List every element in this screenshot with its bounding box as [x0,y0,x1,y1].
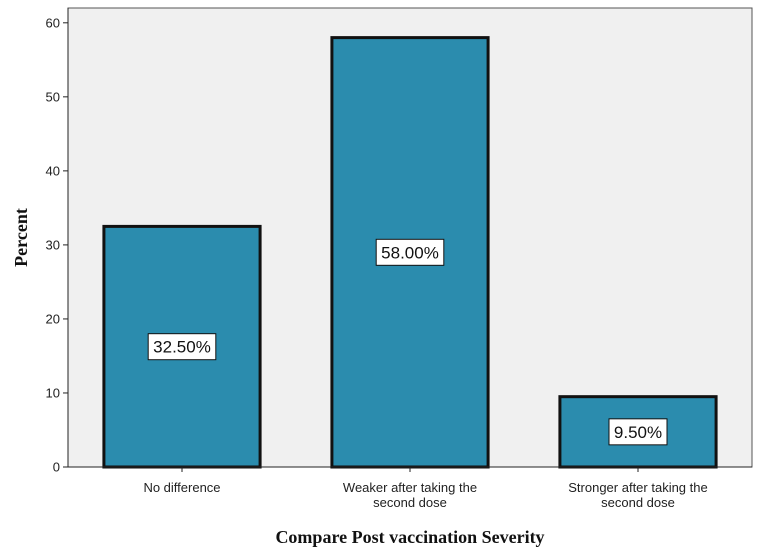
x-tick-label: Stronger after taking the [568,480,707,495]
y-tick-label: 50 [46,89,60,104]
x-tick-label: second dose [601,495,675,510]
y-tick-label: 10 [46,385,60,400]
x-axis-ticks: No difference Weaker after taking theseco… [143,467,708,510]
y-tick-label: 0 [53,460,60,475]
y-tick-label: 20 [46,311,60,326]
x-axis-title: Compare Post vaccination Severity [275,527,544,547]
data-label-box [608,418,668,446]
y-tick-label: 30 [46,237,60,252]
x-tick-label: No difference [143,480,220,495]
y-axis-ticks: 0 10 20 30 40 50 60 [46,15,68,475]
y-tick-label: 40 [46,163,60,178]
x-tick-label: Weaker after taking the [343,480,477,495]
y-axis-title: Percent [11,208,31,267]
data-label-box [147,333,217,361]
data-label: 9.50% [614,423,662,442]
data-label-box [375,238,445,266]
y-tick-label: 60 [46,15,60,30]
data-label: 32.50% [153,338,211,357]
x-tick-label: second dose [373,495,447,510]
bars: 32.50% 58.00% 9.50% [102,36,718,469]
data-label: 58.00% [381,243,439,262]
